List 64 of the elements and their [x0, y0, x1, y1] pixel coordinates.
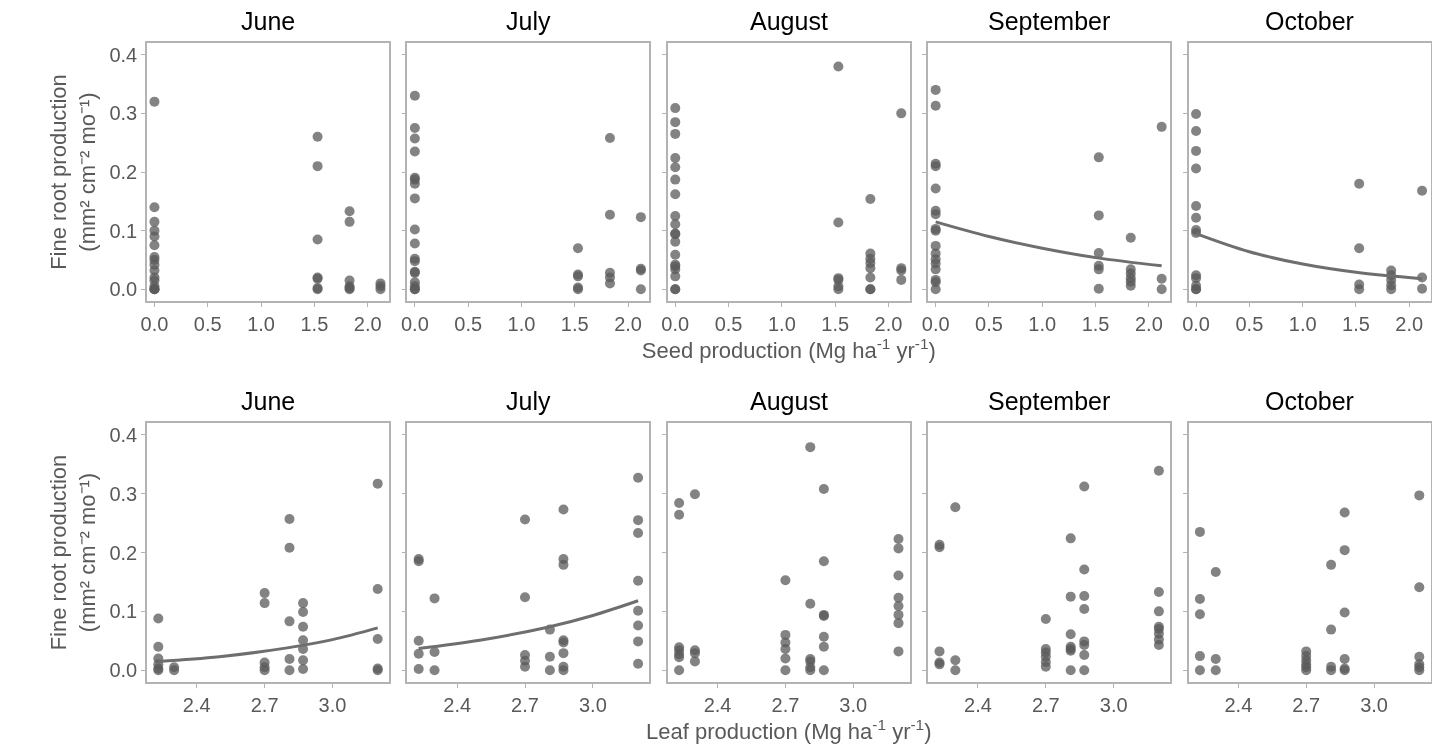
x-tick-label: 3.0	[1360, 693, 1388, 716]
y-tick-label: 0.0	[109, 278, 138, 301]
x-tick-label: 1.0	[1028, 312, 1057, 335]
x-tick-label: 2.7	[771, 693, 800, 716]
chart-title: October	[1265, 387, 1354, 415]
x-tick-label: 2.0	[874, 312, 903, 335]
x-tick-label: 0.0	[661, 312, 690, 335]
y-tick-label: 0.1	[109, 219, 138, 242]
x-tick-label: 1.5	[1081, 312, 1110, 335]
y-axis-title: Fine root production (mm² cm⁻² mo⁻¹)	[46, 454, 100, 651]
x-tick-label: 2.7	[250, 693, 279, 716]
x-tick-label: 2.4	[182, 693, 211, 716]
chart-title: September	[988, 7, 1111, 35]
y-tick-label: 0.3	[109, 482, 138, 505]
x-tick-label: 1.5	[300, 312, 329, 335]
chart-title: July	[506, 7, 551, 35]
chart-title: June	[241, 387, 296, 415]
x-tick-label: 0.0	[1182, 312, 1210, 335]
x-tick-label: 3.0	[1099, 693, 1128, 716]
y-tick-label: 0.4	[109, 423, 138, 446]
x-tick-label: 1.0	[507, 312, 536, 335]
y-tick-label: 0.4	[109, 43, 138, 66]
x-tick-label: 2.7	[1292, 693, 1321, 716]
chart-title: July	[506, 387, 551, 415]
x-tick-label: 2.7	[511, 693, 539, 716]
chart-title: October	[1265, 7, 1354, 35]
x-tick-label: 0.5	[193, 312, 222, 335]
y-tick-label: 0.2	[109, 541, 138, 564]
x-tick-label: 2.0	[1395, 312, 1424, 335]
x-tick-label: 0.5	[1235, 312, 1264, 335]
chart-title: August	[750, 7, 828, 35]
y-tick-label: 0.2	[109, 161, 138, 183]
x-tick-label: 1.0	[767, 312, 796, 335]
y-tick-label: 0.1	[109, 600, 138, 623]
x-tick-label: 2.0	[1134, 312, 1163, 335]
x-axis-title: Seed production (Mg ha$^{-1}$ yr$^{-1}$)	[641, 334, 936, 363]
y-tick-label: 0.0	[109, 659, 138, 682]
x-tick-label: 0.0	[400, 312, 429, 335]
x-tick-label: 2.4	[1224, 693, 1253, 716]
x-tick-label: 1.5	[821, 312, 850, 335]
y-tick-label: 0.3	[109, 102, 138, 125]
x-tick-label: 2.4	[964, 693, 992, 716]
x-tick-label: 2.0	[614, 312, 642, 335]
x-tick-label: 1.0	[247, 312, 275, 335]
x-tick-label: 0.0	[140, 312, 169, 335]
chart-title: August	[750, 387, 828, 415]
x-tick-label: 2.0	[353, 312, 382, 335]
chart-title: June	[241, 7, 296, 35]
x-tick-label: 3.0	[578, 693, 607, 716]
chart-title: September	[988, 387, 1111, 415]
x-tick-label: 0.5	[975, 312, 1003, 335]
x-tick-label: 1.0	[1288, 312, 1317, 335]
x-tick-label: 1.5	[1342, 312, 1370, 335]
x-tick-label: 3.0	[839, 693, 868, 716]
x-tick-label: 2.7	[1031, 693, 1060, 716]
x-axis-title: Leaf production (Mg ha$^{-1}$ yr$^{-1}$)	[646, 715, 932, 744]
x-tick-label: 0.5	[714, 312, 743, 335]
x-tick-label: 0.0	[921, 312, 950, 335]
x-tick-label: 0.5	[454, 312, 483, 335]
x-tick-label: 2.4	[703, 693, 732, 716]
x-tick-label: 1.5	[560, 312, 589, 335]
y-axis-title: Fine root production (mm² cm⁻² mo⁻¹)	[46, 74, 100, 270]
x-tick-label: 2.4	[443, 693, 472, 716]
x-tick-label: 3.0	[318, 693, 347, 716]
